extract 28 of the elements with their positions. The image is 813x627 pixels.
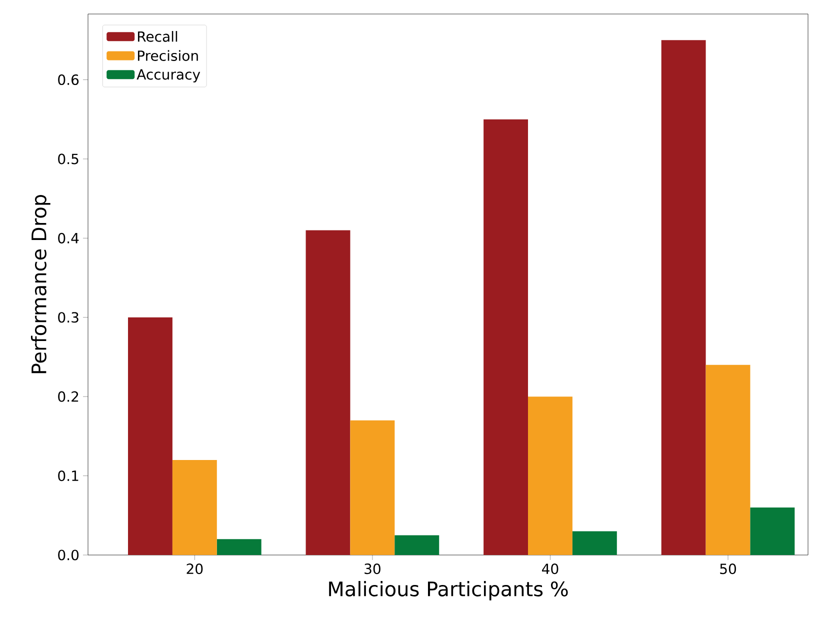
y-tick-label: 0.0 — [58, 550, 79, 560]
bar — [750, 507, 795, 555]
legend-label: Precision — [138, 50, 198, 61]
bar — [484, 119, 528, 555]
y-tick-label: 0.6 — [58, 74, 79, 86]
x-tick-label: 20 — [186, 564, 203, 574]
bar — [306, 230, 350, 555]
bar — [216, 539, 262, 555]
x-tick-label: 30 — [364, 564, 380, 574]
y-axis-title: Performance Drop — [30, 194, 50, 374]
x-tick-label: 40 — [542, 564, 558, 574]
x-axis-title: Malicious Participants % — [329, 580, 568, 600]
legend-label: Recall — [138, 31, 178, 42]
y-tick-label: 0.1 — [58, 470, 78, 482]
bar — [172, 460, 217, 555]
x-tick-label: 50 — [720, 564, 736, 574]
bar — [528, 396, 572, 555]
bar — [572, 531, 617, 555]
bar — [128, 317, 172, 555]
y-tick-label: 0.3 — [58, 312, 78, 323]
y-tick-label: 0.2 — [58, 391, 78, 402]
bar — [706, 364, 750, 555]
bar — [661, 40, 706, 555]
y-tick-label: 0.5 — [58, 154, 78, 164]
bar — [350, 420, 395, 555]
y-tick-label: 0.4 — [58, 232, 79, 244]
bar — [394, 535, 440, 555]
legend-label: Accuracy — [136, 69, 200, 82]
